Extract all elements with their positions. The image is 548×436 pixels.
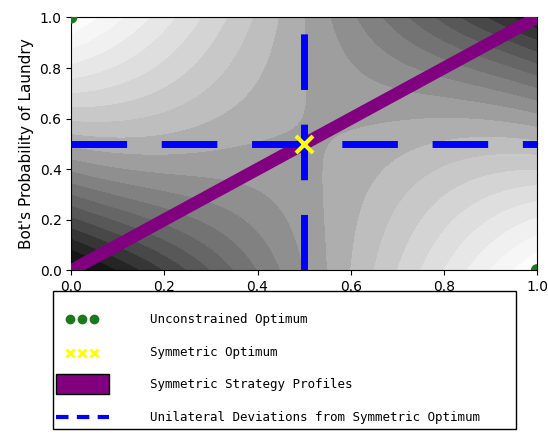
Text: Symmetric Strategy Profiles: Symmetric Strategy Profiles <box>150 378 352 391</box>
Point <box>67 14 76 21</box>
FancyBboxPatch shape <box>54 291 516 429</box>
Text: Unconstrained Optimum: Unconstrained Optimum <box>150 313 307 326</box>
Y-axis label: Bot's Probability of Laundry: Bot's Probability of Laundry <box>19 38 34 249</box>
Text: Symmetric Optimum: Symmetric Optimum <box>150 346 277 359</box>
Text: Unilateral Deviations from Symmetric Optimum: Unilateral Deviations from Symmetric Opt… <box>150 411 480 424</box>
Point <box>300 140 309 147</box>
FancyBboxPatch shape <box>56 374 109 394</box>
X-axis label: Rob's Probability of Laundry: Rob's Probability of Laundry <box>197 300 411 315</box>
Point <box>533 267 541 274</box>
